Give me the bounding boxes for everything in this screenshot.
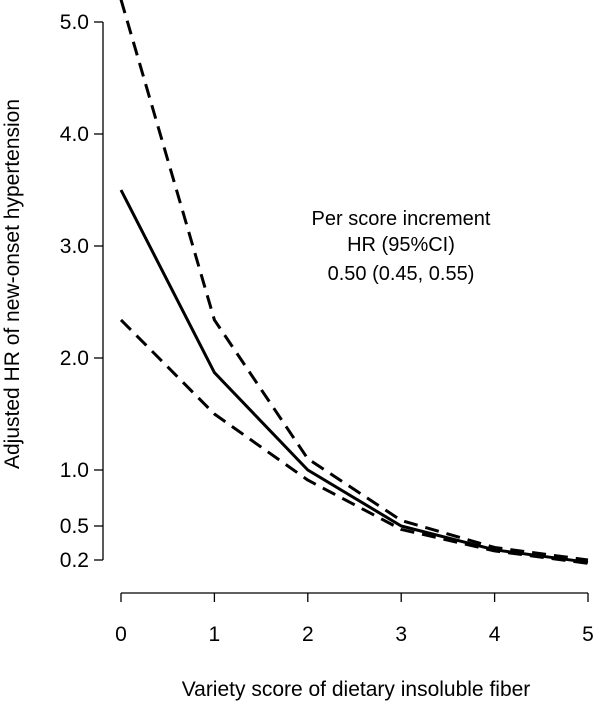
lower-ci-line bbox=[119, 318, 589, 565]
x-tick-label: 0 bbox=[115, 623, 127, 646]
tick-labels: 0.2 0.5 1.0 2.0 3.0 4.0 5.0 0 1 2 3 4 5 bbox=[60, 11, 594, 646]
y-tick-label: 3.0 bbox=[60, 235, 89, 258]
annotation-line-3: 0.50 (0.45, 0.55) bbox=[328, 263, 475, 285]
y-tick-label: 2.0 bbox=[60, 347, 89, 370]
annotation-line-1: Per score increment bbox=[312, 208, 491, 230]
upper-ci-line bbox=[119, 0, 589, 562]
y-tick-label: 4.0 bbox=[60, 123, 89, 146]
x-tick-label: 5 bbox=[582, 623, 594, 646]
y-tick-label: 0.5 bbox=[60, 515, 89, 538]
series-lines bbox=[119, 0, 589, 565]
x-tick-label: 3 bbox=[395, 623, 407, 646]
x-axis-title: Variety score of dietary insoluble fiber bbox=[182, 678, 531, 701]
annotation-line-2: HR (95%CI) bbox=[347, 234, 455, 256]
y-axis-title: Adjusted HR of new-onset hypertension bbox=[1, 99, 24, 469]
x-tick-label: 1 bbox=[209, 623, 221, 646]
x-tick-label: 4 bbox=[489, 623, 501, 646]
x-tick-label: 2 bbox=[302, 623, 314, 646]
y-tick-label: 0.2 bbox=[60, 549, 89, 572]
y-tick-label: 5.0 bbox=[60, 11, 89, 34]
axes bbox=[94, 21, 589, 602]
y-tick-label: 1.0 bbox=[60, 459, 89, 482]
